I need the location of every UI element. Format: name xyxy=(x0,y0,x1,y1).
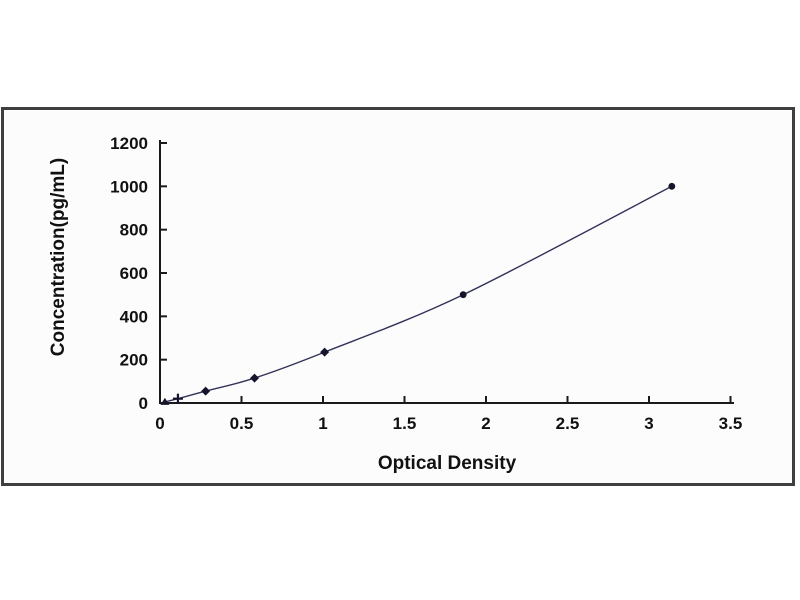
data-point-markers xyxy=(160,182,676,405)
y-tick-label: 400 xyxy=(120,307,148,326)
x-tick-label: 3.5 xyxy=(719,414,743,433)
standard-curve-line xyxy=(164,185,673,403)
y-tick-label: 200 xyxy=(120,351,148,370)
tick-marks xyxy=(160,142,732,403)
y-axis-title: Concentration(pg/mL) xyxy=(48,158,69,356)
x-tick-label: 2.5 xyxy=(556,414,580,433)
tick-labels: 0 0.5 1 1.5 2 2.5 3 3.5 0 200 400 600 800 1000 1200 xyxy=(110,134,742,433)
x-axis-title: Optical Density xyxy=(378,453,517,474)
y-tick-label: 800 xyxy=(120,221,148,240)
data-point-diamond xyxy=(201,386,211,396)
data-point-triangle xyxy=(160,397,170,405)
data-point-dot xyxy=(459,291,467,299)
x-tick-label: 1.5 xyxy=(393,414,417,433)
x-tick-label: 3 xyxy=(644,414,653,433)
data-point-dot xyxy=(668,182,676,190)
data-point-diamond xyxy=(320,347,330,357)
chart-panel xyxy=(1,107,795,486)
x-tick-label: 2 xyxy=(481,414,490,433)
x-tick-label: 0.5 xyxy=(230,414,254,433)
x-tick-label: 1 xyxy=(318,414,327,433)
data-point-diamond xyxy=(250,373,260,383)
y-tick-label: 0 xyxy=(139,394,148,413)
y-tick-label: 1200 xyxy=(110,134,148,153)
y-tick-label: 600 xyxy=(120,264,148,283)
x-tick-label: 0 xyxy=(155,414,164,433)
y-tick-label: 1000 xyxy=(110,177,148,196)
axes xyxy=(159,140,734,404)
